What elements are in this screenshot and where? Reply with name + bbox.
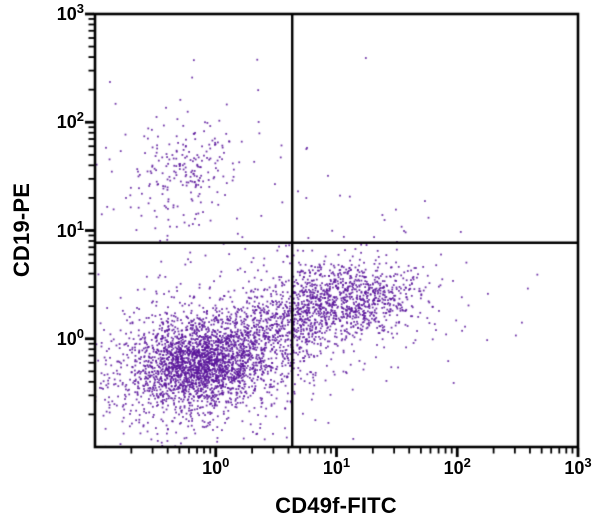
y-tick-label-1e0: 100 — [56, 325, 84, 349]
x-tick-label-1e0: 100 — [202, 455, 230, 478]
x-tick-label-1e1: 101 — [322, 455, 351, 478]
y-tick-label-1e2: 102 — [56, 109, 84, 133]
y-tick-label-1e3: 103 — [56, 1, 84, 24]
x-tick-label-1e3: 103 — [564, 455, 592, 478]
y-axis-title: CD19-PE — [9, 182, 34, 278]
x-axis-title: CD49f-FITC — [275, 493, 397, 518]
y-tick-label-1e1: 101 — [56, 217, 84, 241]
x-tick-label-1e2: 102 — [443, 455, 471, 478]
